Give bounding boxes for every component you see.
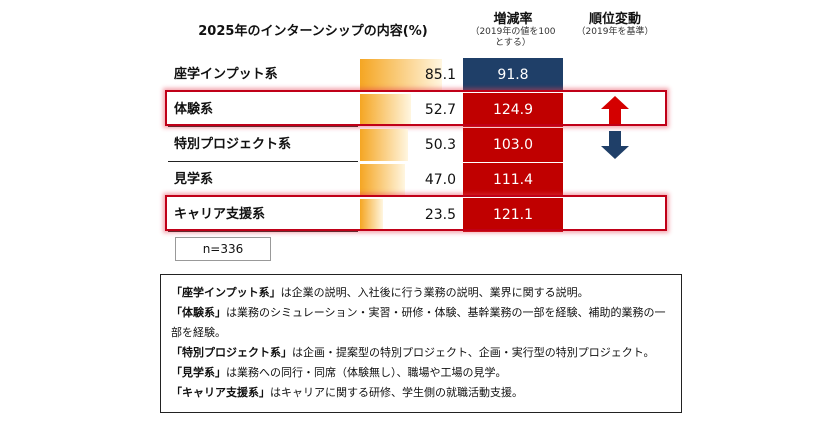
definition-text: は業務への同行・同席（体験無し）、職場や工場の見学。	[226, 366, 507, 379]
definition-item: 「特別プロジェクト系」は企画・提案型の特別プロジェクト、企画・実行型の特別プロジ…	[171, 343, 671, 363]
definition-item: 「座学インプット系」は企業の説明、入社後に行う業務の説明、業界に関する説明。	[171, 283, 671, 303]
table-row: 見学系 47.0 111.4	[168, 163, 664, 197]
definition-item: 「見学系」は業務への同行・同席（体験無し）、職場や工場の見学。	[171, 363, 671, 383]
row-highlight-frame	[165, 195, 667, 231]
definition-item: 「体験系」は業務のシミュレーション・実習・研修・体験、基幹業務の一部を経験、補助…	[171, 303, 671, 343]
rate-header-title: 増減率	[493, 12, 533, 27]
table-row: 体験系 52.7 124.9	[168, 93, 664, 127]
rate-header-note-1: （2019年の値を100	[470, 27, 556, 37]
row-label: 体験系	[174, 102, 214, 117]
rate-cell: 124.9	[463, 93, 563, 127]
value-bar	[360, 199, 383, 231]
definition-text: はキャリアに関する研修、学生側の就職活動支援。	[270, 386, 523, 399]
value-bar	[360, 59, 442, 91]
value-label: 85.1	[424, 67, 456, 83]
definition-item: 「キャリア支援系」はキャリアに関する研修、学生側の就職活動支援。	[171, 383, 671, 403]
value-label: 50.3	[424, 137, 456, 153]
rate-cell: 121.1	[463, 198, 563, 232]
rate-cell: 103.0	[463, 128, 563, 162]
chart-title: 2025年のインターンシップの内容(%)	[198, 24, 428, 39]
rate-cell: 91.8	[463, 58, 563, 92]
value-bar	[360, 94, 411, 126]
rate-header-note-2: とする）	[495, 38, 531, 48]
rank-up-arrow-icon	[601, 96, 629, 124]
row-divider	[168, 231, 358, 232]
table-row: 特別プロジェクト系 50.3 103.0	[168, 128, 664, 162]
value-bar	[360, 164, 406, 196]
definition-text: は企画・提案型の特別プロジェクト、企画・実行型の特別プロジェクト。	[292, 346, 655, 359]
row-divider	[168, 161, 358, 162]
definition-term: 「特別プロジェクト系」	[171, 346, 292, 359]
rank-header-note: （2019年を基準）	[576, 27, 654, 37]
row-divider	[168, 126, 358, 127]
rank-header: 順位変動 （2019年を基準）	[566, 8, 664, 38]
definition-term: 「体験系」	[171, 306, 226, 319]
sample-size-box: n=336	[175, 237, 271, 261]
definition-text: は企業の説明、入社後に行う業務の説明、業界に関する説明。	[280, 286, 589, 299]
rate-cell: 111.4	[463, 163, 563, 197]
row-label: 見学系	[174, 172, 214, 187]
definitions-box: 「座学インプット系」は企業の説明、入社後に行う業務の説明、業界に関する説明。 「…	[160, 274, 682, 413]
definition-text: は業務のシミュレーション・実習・研修・体験、基幹業務の一部を経験、補助的業務の一…	[171, 306, 666, 339]
definition-term: 「座学インプット系」	[171, 286, 281, 299]
rank-down-arrow-icon	[601, 131, 629, 159]
value-label: 23.5	[424, 207, 456, 223]
table-row: キャリア支援系 23.5 121.1	[168, 198, 664, 232]
row-label: 特別プロジェクト系	[174, 137, 292, 152]
table-row: 座学インプット系 85.1 91.8	[168, 58, 664, 92]
value-label: 47.0	[424, 172, 456, 188]
row-label: 座学インプット系	[174, 67, 278, 82]
row-highlight-frame	[165, 90, 667, 126]
rate-header: 増減率 （2019年の値を100 とする）	[463, 8, 563, 49]
value-label: 52.7	[424, 102, 456, 118]
sample-size: n=336	[202, 242, 244, 256]
value-bar	[360, 129, 409, 161]
definition-term: 「キャリア支援系」	[171, 386, 270, 399]
rank-header-title: 順位変動	[588, 12, 641, 27]
row-label: キャリア支援系	[174, 207, 266, 222]
definition-term: 「見学系」	[171, 366, 226, 379]
